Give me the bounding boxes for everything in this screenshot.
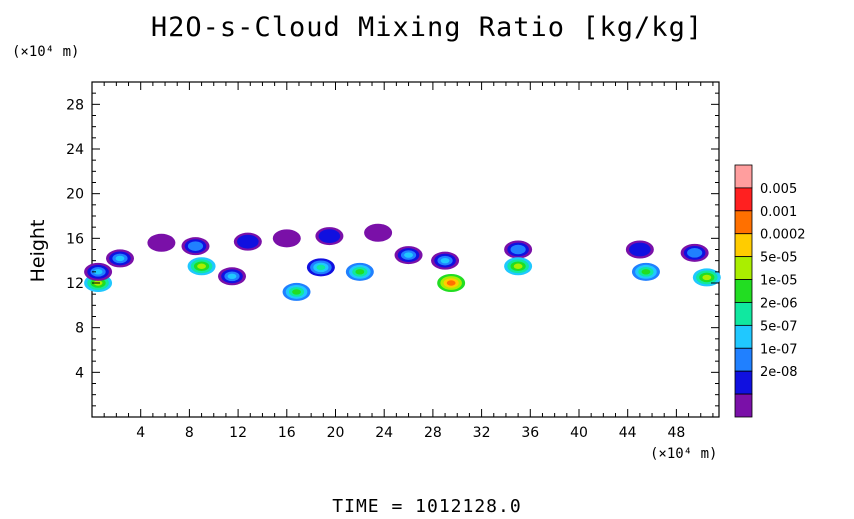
cloud-patch <box>702 274 712 281</box>
chart-title: H2O-s-Cloud Mixing Ratio [kg/kg] <box>150 12 704 43</box>
x-tick-label: 40 <box>570 425 588 441</box>
cloud-patch <box>93 269 103 275</box>
cloud-patch <box>227 273 237 279</box>
cloud-patch <box>355 269 365 275</box>
y-tick-label: 20 <box>66 187 84 203</box>
colorbar-swatch <box>734 370 753 395</box>
x-tick-label: 28 <box>424 425 442 441</box>
cloud-patch <box>147 233 176 252</box>
colorbar-swatch <box>734 302 753 326</box>
y-tick-label: 12 <box>66 276 84 292</box>
cloud-patch <box>687 248 703 258</box>
y-tick-label: 8 <box>75 321 84 337</box>
colorbar-swatch <box>734 164 753 189</box>
cloud-patch <box>187 241 204 251</box>
colorbar-swatch <box>734 393 753 418</box>
time-label: TIME = 1012128.0 <box>332 496 522 517</box>
x-tick-label: 8 <box>185 425 194 441</box>
colorbar-label: 2e-06 <box>760 296 798 311</box>
cloud-patch <box>115 255 125 262</box>
cloud-patch <box>318 229 341 244</box>
y-tick-label: 24 <box>66 142 84 158</box>
colorbar-label: 0.005 <box>760 182 797 197</box>
x-axis-unit: (×10⁴ m) <box>650 446 718 462</box>
x-tick-label: 44 <box>619 425 637 441</box>
colorbar-label: 5e-05 <box>760 251 798 266</box>
colorbar-swatch <box>734 256 753 280</box>
y-axis-unit: (×10⁴ m) <box>12 44 80 60</box>
colorbar-swatch <box>734 347 753 372</box>
cloud-patch <box>197 263 206 269</box>
cloud-patch <box>237 234 259 249</box>
y-tick-label: 28 <box>66 97 84 113</box>
colorbar-label: 2e-08 <box>760 365 798 380</box>
x-tick-label: 36 <box>521 425 539 441</box>
x-tick-label: 32 <box>473 425 491 441</box>
colorbar-label: 0.0002 <box>760 228 806 243</box>
colorbar-swatch <box>734 279 753 303</box>
x-tick-label: 4 <box>136 425 145 441</box>
cloud-patch <box>404 252 413 258</box>
colorbar-swatch <box>734 233 753 258</box>
cloud-patch <box>292 289 301 295</box>
cloud-patch <box>510 244 526 255</box>
colorbar-swatch <box>734 187 753 212</box>
cloud-patch <box>629 242 651 257</box>
y-tick-label: 16 <box>66 231 84 247</box>
y-tick-label: 4 <box>75 365 84 381</box>
cloud-patch <box>316 264 326 271</box>
colorbar-label: 1e-05 <box>760 274 798 289</box>
colorbar-swatch <box>734 210 753 235</box>
cloud-patch <box>641 269 651 275</box>
x-tick-label: 12 <box>229 425 247 441</box>
cloud-patch <box>364 223 393 242</box>
cloud-patch <box>513 263 523 269</box>
x-tick-label: 24 <box>375 425 393 441</box>
colorbar-label: 1e-07 <box>760 342 798 357</box>
colorbar-label: 5e-07 <box>760 319 798 334</box>
x-tick-label: 48 <box>667 425 685 441</box>
cloud-patch <box>440 257 450 264</box>
colorbar-swatch <box>734 324 753 349</box>
cloud-patch <box>446 280 456 286</box>
cloud-patch <box>272 229 301 248</box>
x-tick-label: 16 <box>278 425 296 441</box>
x-tick-label: 20 <box>327 425 345 441</box>
colorbar-label: 0.001 <box>760 205 797 220</box>
